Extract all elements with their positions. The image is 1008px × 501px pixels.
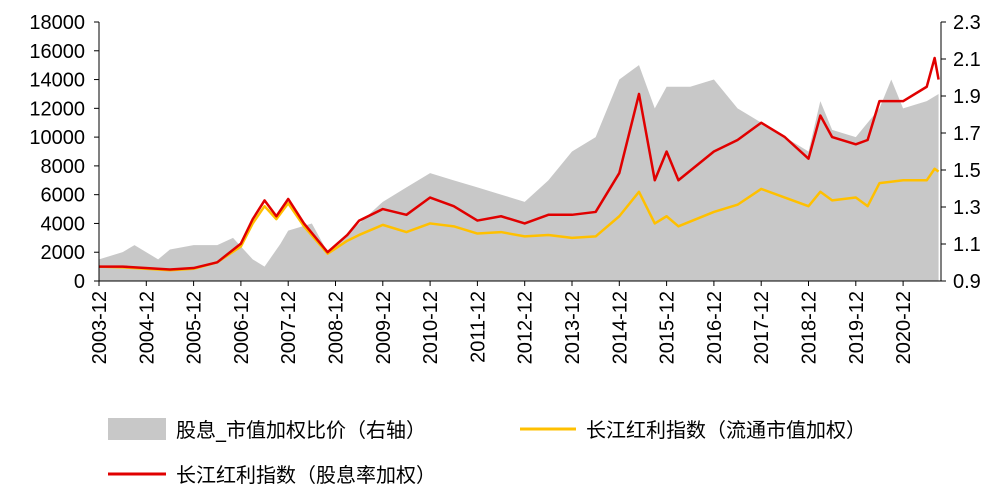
- x-tick-label: 2007-12: [278, 291, 300, 364]
- x-tick-label: 2020-12: [893, 291, 915, 364]
- x-tick-label: 2012-12: [515, 291, 537, 364]
- series-line-1: [98, 167, 940, 272]
- series-line-2: [99, 56, 940, 271]
- left-tick-label: 8000: [41, 156, 86, 178]
- right-tick-label: 1.9: [953, 86, 981, 108]
- left-tick-label: 14000: [29, 70, 85, 92]
- x-tick-label: 2017-12: [751, 291, 773, 364]
- x-tick-label: 2003-12: [89, 291, 111, 364]
- left-tick-label: 0: [74, 271, 85, 293]
- x-tick-label: 2008-12: [326, 291, 348, 364]
- left-tick-label: 16000: [29, 41, 85, 63]
- left-tick-label: 12000: [29, 98, 85, 120]
- x-tick-label: 2009-12: [373, 291, 395, 364]
- right-tick-label: 2.3: [953, 12, 981, 34]
- x-tick-label: 2013-12: [562, 291, 584, 364]
- left-tick-label: 6000: [41, 185, 86, 207]
- left-tick-label: 2000: [41, 242, 86, 264]
- left-tick-label: 4000: [41, 213, 86, 235]
- right-tick-label: 1.3: [953, 197, 981, 219]
- right-tick-label: 1.7: [953, 123, 981, 145]
- legend-label-yellow: 长江红利指数（流通市值加权）: [586, 418, 866, 442]
- left-tick-label: 18000: [29, 12, 85, 34]
- x-tick-label: 2014-12: [609, 291, 631, 364]
- line-layer: [98, 56, 940, 272]
- x-tick-label: 2010-12: [420, 291, 442, 364]
- right-tick-label: 2.1: [953, 49, 981, 71]
- x-tick-label: 2016-12: [704, 291, 726, 364]
- series-area-dividend-ratio: [99, 65, 939, 281]
- x-tick-label: 2005-12: [184, 291, 206, 364]
- right-tick-label: 1.5: [953, 160, 981, 182]
- left-tick-label: 10000: [29, 127, 85, 149]
- x-tick-label: 2019-12: [846, 291, 868, 364]
- legend: 股息_市值加权比价（右轴） 长江红利指数（流通市值加权） 长江红利指数（股息率加…: [108, 418, 866, 487]
- axes: 0 2000 4000 6000 8000 10000 12000 14000 16000 180…: [29, 12, 980, 364]
- x-tick-label: 2006-12: [231, 291, 253, 364]
- x-tick-label: 2011-12: [467, 291, 489, 363]
- legend-swatch-area: [108, 418, 166, 440]
- right-tick-label: 1.1: [953, 234, 981, 256]
- x-tick-label: 2004-12: [136, 291, 158, 364]
- x-tick-label: 2018-12: [799, 291, 821, 364]
- area-layer: [99, 65, 939, 281]
- legend-label-area: 股息_市值加权比价（右轴）: [176, 418, 426, 442]
- x-tick-label: 2015-12: [657, 291, 679, 364]
- legend-label-red: 长江红利指数（股息率加权）: [176, 463, 436, 487]
- right-tick-label: 0.9: [953, 271, 981, 293]
